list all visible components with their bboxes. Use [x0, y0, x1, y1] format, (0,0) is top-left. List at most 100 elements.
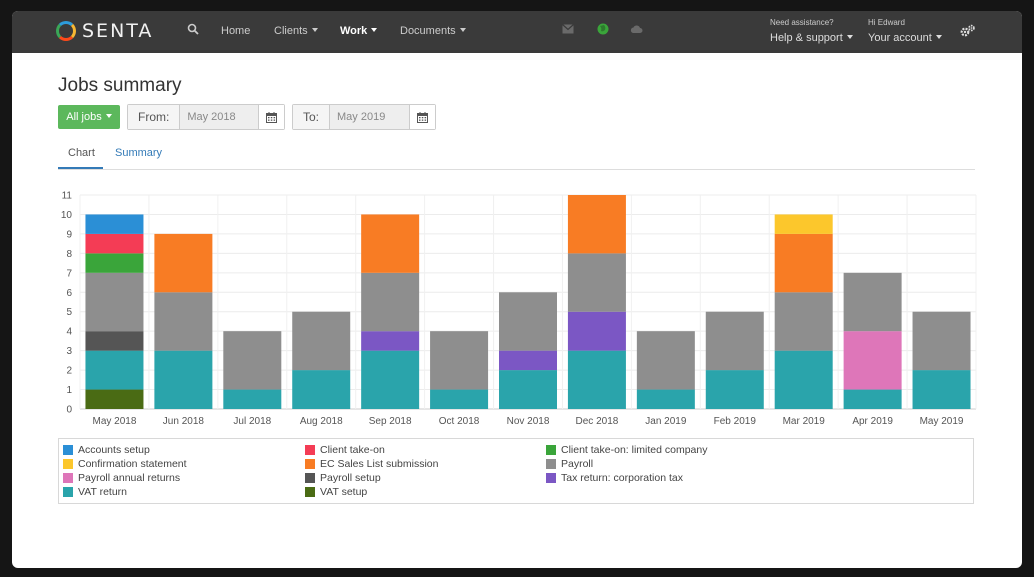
legend-label: Client take-on: limited company	[561, 444, 708, 456]
brand-name: SENTA	[82, 20, 154, 42]
from-label: From:	[128, 105, 181, 129]
chevron-down-icon	[371, 28, 378, 32]
legend-label: Payroll annual returns	[78, 472, 181, 484]
legend-swatch	[63, 445, 73, 455]
page-title: Jobs summary	[58, 75, 182, 96]
bar-segment	[567, 350, 626, 409]
active-tab-indicator	[58, 167, 103, 169]
legend-item[interactable]: Accounts setup	[63, 444, 150, 456]
bar-segment	[292, 311, 351, 371]
x-tick-label: May 2018	[93, 416, 137, 427]
legend-item[interactable]: Tax return: corporation tax	[546, 472, 683, 484]
legend-label: Confirmation statement	[78, 458, 187, 470]
bar-segment	[843, 272, 902, 332]
account-menu[interactable]: Your account	[868, 32, 942, 44]
legend-swatch	[305, 487, 315, 497]
y-tick-label: 7	[66, 268, 72, 279]
all-jobs-label: All jobs	[66, 111, 102, 123]
cloud-icon[interactable]	[630, 23, 643, 37]
brand-logo[interactable]: SENTA	[56, 20, 153, 42]
x-tick-label: Oct 2018	[439, 416, 480, 427]
legend-label: EC Sales List submission	[320, 458, 439, 470]
bar-segment	[85, 253, 144, 273]
nav-documents[interactable]: Documents	[400, 25, 466, 37]
jobs-stacked-bar-chart: 0 1 2 3 4 5 6 7 8 9 10 11 May 2018 Jun 2018 Jul 2018 Au…	[61, 191, 977, 427]
legend-swatch	[546, 473, 556, 483]
tab-summary[interactable]: Summary	[115, 147, 163, 159]
y-tick-label: 10	[61, 210, 73, 221]
x-tick-label: Jul 2018	[233, 416, 271, 427]
from-date-input[interactable]: May 2018	[180, 105, 259, 129]
chevron-down-icon	[105, 114, 112, 118]
bar-segment	[361, 272, 420, 332]
legend-label: Client take-on	[320, 444, 385, 456]
bar-segment	[499, 292, 557, 351]
x-tick-label: Dec 2018	[576, 416, 619, 427]
bar-segment	[85, 233, 144, 254]
to-date-group: To: May 2019	[292, 104, 436, 130]
bar-segment	[567, 311, 626, 351]
x-tick-label: Aug 2018	[300, 416, 343, 427]
bar-segment	[430, 331, 489, 390]
legend-item[interactable]: Client take-on	[305, 444, 385, 456]
x-tick-label: Apr 2019	[852, 416, 893, 427]
search-icon[interactable]	[187, 23, 199, 38]
legend-item[interactable]: Payroll annual returns	[63, 472, 180, 484]
bar-segment	[223, 331, 282, 390]
nav-work-label: Work	[340, 25, 368, 37]
legend-item[interactable]: VAT setup	[305, 486, 367, 498]
bar-segment	[499, 370, 557, 409]
bar-segment	[912, 370, 971, 409]
app-window: SENTA Home Clients Work Documents Need a…	[12, 11, 1022, 568]
legend-item[interactable]: VAT return	[63, 486, 127, 498]
y-tick-label: 6	[66, 288, 72, 299]
mail-icon[interactable]	[562, 23, 574, 37]
bar-segment	[774, 350, 833, 409]
bar-segment	[705, 370, 764, 409]
bar-segment	[292, 370, 351, 409]
calendar-icon[interactable]	[409, 105, 435, 129]
nav-home[interactable]: Home	[221, 25, 250, 37]
legend-item[interactable]: EC Sales List submission	[305, 458, 438, 470]
bar-segment	[567, 253, 626, 312]
legend-item[interactable]: Confirmation statement	[63, 458, 187, 470]
nav-home-label: Home	[221, 25, 251, 37]
y-tick-label: 4	[66, 327, 72, 338]
nav-work[interactable]: Work	[340, 25, 378, 37]
legend-swatch	[546, 459, 556, 469]
x-tick-label: May 2019	[920, 416, 964, 427]
legend-label: VAT return	[78, 486, 128, 498]
legend-item[interactable]: Client take-on: limited company	[546, 444, 707, 456]
bar-segment	[499, 350, 557, 371]
y-tick-label: 5	[66, 307, 72, 318]
x-tick-label: Jan 2019	[645, 416, 687, 427]
nav-clients[interactable]: Clients	[274, 25, 318, 37]
tab-chart[interactable]: Chart	[68, 147, 95, 159]
globe-icon[interactable]	[597, 23, 609, 38]
legend-item[interactable]: Payroll	[546, 458, 593, 470]
bar-segment	[223, 389, 282, 409]
help-support-menu[interactable]: Help & support	[770, 32, 853, 44]
all-jobs-dropdown-button[interactable]: All jobs	[58, 105, 120, 129]
legend-label: Payroll setup	[320, 472, 381, 484]
bar-segment	[636, 331, 695, 390]
chevron-down-icon	[311, 28, 318, 32]
x-tick-label: Jun 2018	[163, 416, 205, 427]
y-tick-label: 3	[66, 346, 72, 357]
user-greeting: Hi Edward	[868, 18, 905, 27]
calendar-icon[interactable]	[258, 105, 284, 129]
legend-label: Tax return: corporation tax	[561, 472, 683, 484]
legend-swatch	[305, 459, 315, 469]
bar-segment	[361, 214, 420, 273]
bar-segment	[361, 331, 420, 351]
top-navbar: SENTA Home Clients Work Documents Need a…	[12, 11, 1022, 53]
legend-item[interactable]: Payroll setup	[305, 472, 381, 484]
senta-logo-icon	[56, 21, 76, 41]
bar-segment	[774, 233, 833, 293]
bar-segment	[567, 195, 626, 254]
to-date-input[interactable]: May 2019	[330, 105, 410, 129]
to-label: To:	[293, 105, 331, 129]
legend-label: Payroll	[561, 458, 594, 470]
x-tick-label: Feb 2019	[714, 416, 757, 427]
settings-icon[interactable]	[960, 24, 976, 41]
